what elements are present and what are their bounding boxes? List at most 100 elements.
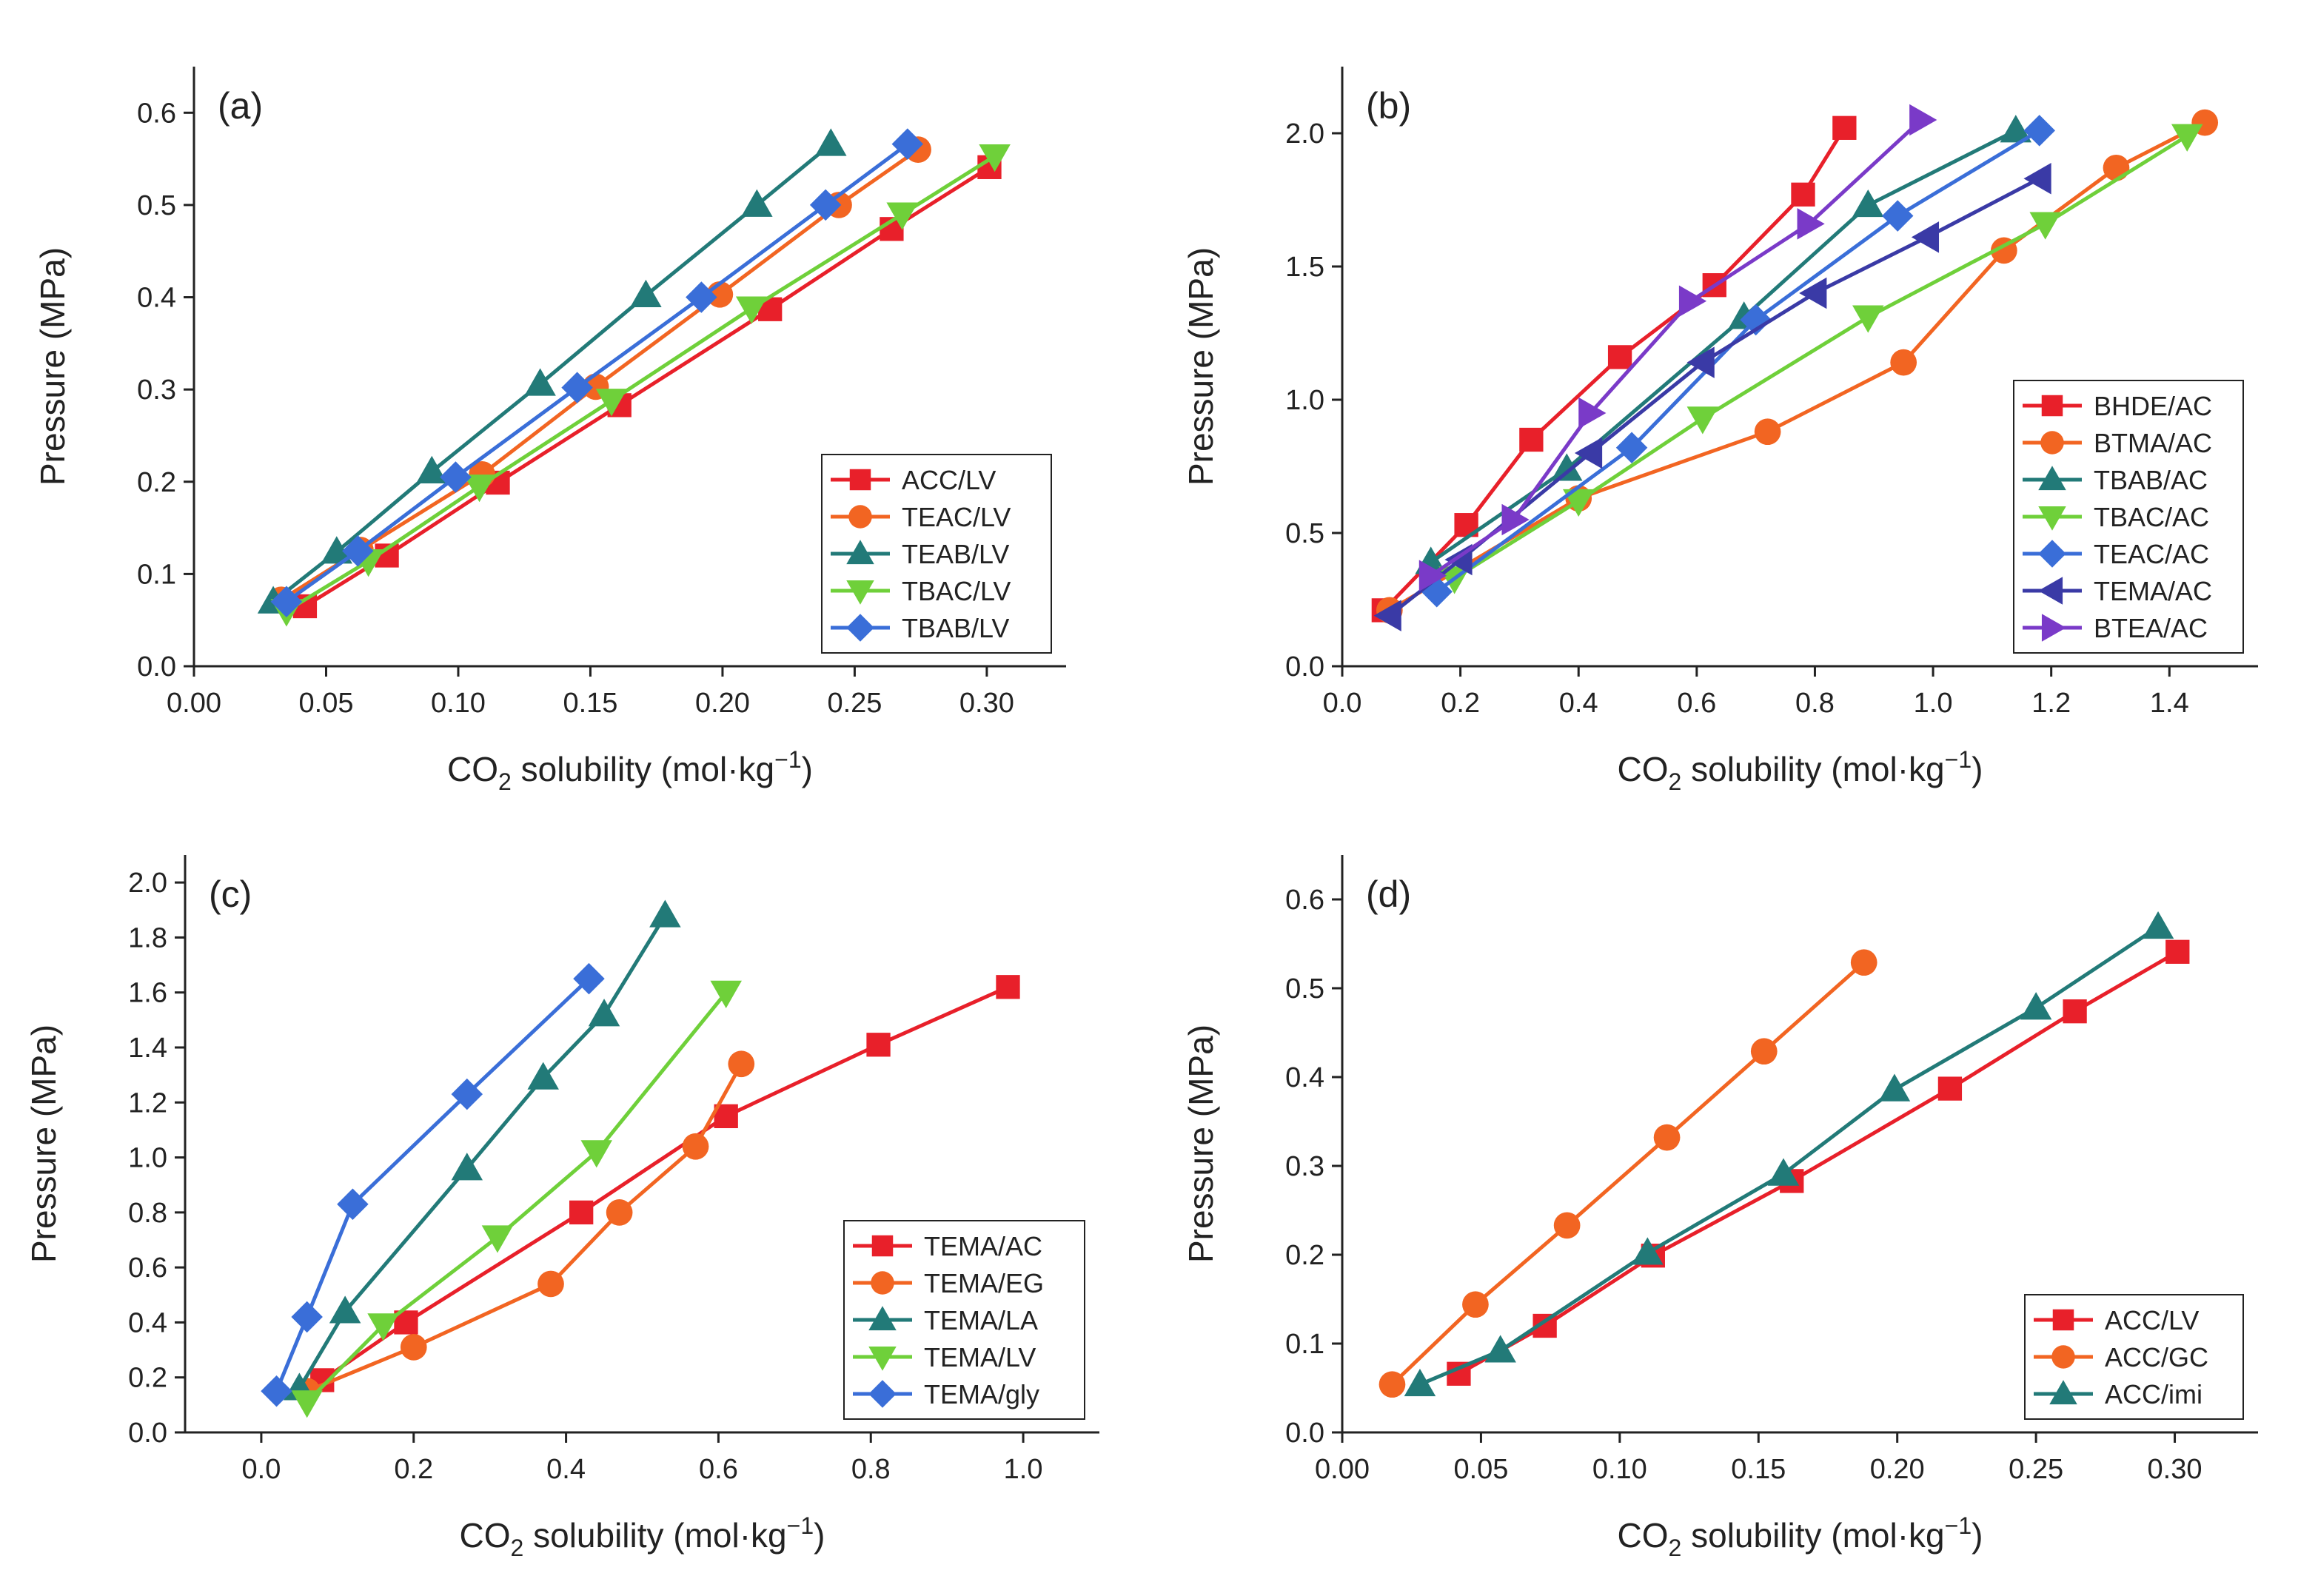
data-point <box>809 189 842 221</box>
y-axis-label: Pressure (MPa) <box>33 247 72 486</box>
y-tick-label: 1.4 <box>128 1033 167 1064</box>
y-tick-label: 0.0 <box>1285 1418 1324 1449</box>
data-point <box>1615 432 1648 464</box>
data-point <box>996 975 1020 999</box>
data-point <box>342 534 374 567</box>
data-point <box>1911 221 1940 253</box>
data-point <box>1881 200 1914 232</box>
series-line <box>305 991 728 1404</box>
legend-item: ACC/GC <box>2034 1342 2208 1372</box>
series-teab-lv <box>257 128 847 614</box>
data-point <box>261 1375 292 1407</box>
legend-marker <box>871 1235 894 1257</box>
data-point <box>891 128 924 160</box>
data-point <box>1551 453 1583 481</box>
legend-marker <box>2052 1309 2074 1331</box>
data-point <box>1799 277 1827 309</box>
legend-item: TEMA/EG <box>853 1268 1044 1298</box>
series-btea-ac <box>1418 104 1937 591</box>
data-point <box>1750 1038 1778 1065</box>
legend-marker <box>2041 614 2066 642</box>
y-tick-label: 0.0 <box>137 651 176 683</box>
data-point <box>481 1225 514 1253</box>
legend-label: TBAB/LV <box>902 613 1009 643</box>
legend: BHDE/AC BTMA/AC TBAB/AC TBAC/AC TEAC/AC TEMA/… <box>2013 380 2244 654</box>
data-point <box>291 1390 323 1418</box>
legend-item: TEAC/LV <box>831 502 1011 532</box>
series-teac-ac <box>1421 115 2055 608</box>
x-tick-label: 0.8 <box>851 1454 891 1485</box>
data-point <box>527 1062 559 1090</box>
x-tick-label: 0.2 <box>1441 688 1480 719</box>
y-tick-label: 0.0 <box>1285 651 1324 683</box>
y-axis-label: Pressure (MPa) <box>24 1025 63 1263</box>
data-point <box>1832 115 1857 140</box>
legend-label: BTMA/AC <box>2094 428 2212 458</box>
data-point <box>1462 1291 1489 1318</box>
y-tick-label: 0.4 <box>1285 1062 1324 1093</box>
x-tick-label: 0.2 <box>394 1454 433 1485</box>
chart-panel-a: 0.00 0.05 0.10 0.15 0.20 0.25 0.30 0.0 0.1 0.2 0.3… <box>33 67 1066 795</box>
series-tema-la <box>284 899 681 1401</box>
legend-marker <box>868 1346 897 1371</box>
x-tick-label: 0.00 <box>1315 1454 1370 1485</box>
series-acc-imi <box>1404 911 2174 1397</box>
data-point <box>1632 1237 1664 1265</box>
legend-marker <box>848 505 872 529</box>
x-tick-label: 0.20 <box>1870 1454 1925 1485</box>
series-tema-ac <box>1373 162 2051 631</box>
series-line <box>1436 129 2041 594</box>
x-axis-label: CO2 solubility (mol·kg−1) <box>1618 1512 1983 1561</box>
data-point <box>2023 162 2051 195</box>
legend-item: ACC/LV <box>2034 1305 2199 1335</box>
legend-marker <box>2051 1345 2075 1369</box>
data-point <box>2020 992 2052 1020</box>
series-line <box>306 1063 743 1393</box>
legend-label: ACC/LV <box>902 465 996 495</box>
x-tick-label: 0.15 <box>1731 1454 1786 1485</box>
y-tick-label: 0.1 <box>1285 1329 1324 1360</box>
y-tick-label: 0.5 <box>1285 973 1324 1005</box>
y-tick-label: 2.0 <box>128 868 167 899</box>
data-point <box>537 1270 564 1298</box>
data-point <box>815 128 847 156</box>
data-point <box>569 1200 594 1225</box>
legend-marker <box>871 1271 894 1295</box>
legend-label: TEMA/gly <box>924 1379 1039 1409</box>
data-point <box>1418 560 1447 591</box>
x-tick-label: 0.30 <box>959 688 1014 719</box>
panel-label: (b) <box>1366 85 1411 127</box>
legend-label: TEMA/EG <box>924 1268 1044 1298</box>
y-tick-label: 0.4 <box>137 283 176 314</box>
y-tick-label: 0.5 <box>137 190 176 221</box>
data-point <box>1484 1335 1516 1363</box>
data-point <box>728 1050 755 1078</box>
legend-item: BHDE/AC <box>2023 391 2212 421</box>
data-point <box>1754 418 1781 446</box>
series-line <box>285 142 909 603</box>
data-point <box>1852 189 1884 218</box>
legend-label: TBAB/AC <box>2094 465 2208 495</box>
y-tick-label: 0.6 <box>1285 885 1324 916</box>
x-tick-label: 0.0 <box>242 1454 281 1485</box>
panel-label: (c) <box>209 874 252 915</box>
x-tick-label: 0.15 <box>563 688 617 719</box>
data-point <box>2063 999 2087 1024</box>
legend-item: TEMA/AC <box>2023 576 2212 606</box>
y-tick-label: 1.8 <box>128 922 167 953</box>
data-point <box>2171 124 2203 152</box>
data-point <box>1678 285 1707 318</box>
series-line <box>298 914 667 1389</box>
data-point <box>588 999 620 1027</box>
legend-label: TBAC/LV <box>902 576 1011 606</box>
x-tick-label: 0.4 <box>1559 688 1598 719</box>
series-line <box>275 977 591 1392</box>
data-point <box>1890 349 1917 376</box>
y-tick-label: 0.2 <box>1285 1240 1324 1271</box>
y-axis-label: Pressure (MPa) <box>1182 1025 1220 1263</box>
legend-label: TEMA/LA <box>924 1305 1038 1335</box>
series-line <box>1382 127 1846 612</box>
data-point <box>741 189 773 217</box>
y-tick-label: 1.2 <box>128 1087 167 1119</box>
y-tick-label: 0.3 <box>1285 1151 1324 1182</box>
